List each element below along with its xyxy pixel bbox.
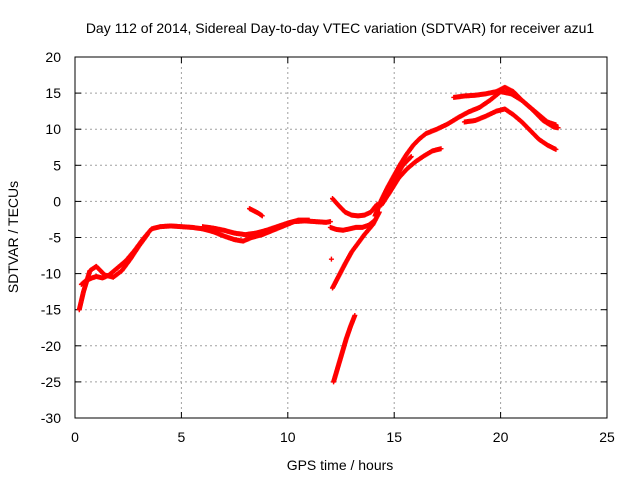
- y-tick-label: 15: [45, 85, 61, 101]
- series-upper-band: [451, 84, 559, 128]
- data-point: [144, 232, 150, 238]
- series-plateau-branch: [327, 217, 378, 233]
- data-point: [328, 256, 334, 262]
- x-tick-label: 10: [280, 429, 296, 445]
- y-tick-label: 20: [45, 49, 61, 65]
- y-tick-label: -15: [41, 302, 61, 318]
- series-early-band: [76, 232, 150, 313]
- x-tick-label: 20: [493, 429, 509, 445]
- data-point: [555, 125, 561, 131]
- x-axis-label: GPS time / hours: [287, 457, 394, 473]
- x-tick-label: 25: [599, 429, 615, 445]
- data-point: [352, 312, 358, 318]
- y-tick-label: -5: [49, 230, 62, 246]
- data-point: [553, 122, 559, 128]
- series-outlier: [328, 256, 334, 262]
- data-point: [306, 217, 312, 223]
- y-axis-label: SDTVAR / TECUs: [5, 181, 21, 293]
- y-tick-label: 10: [45, 121, 61, 137]
- y-tick-label: -20: [41, 338, 61, 354]
- data-points: [76, 84, 561, 385]
- data-point: [372, 217, 378, 223]
- data-point: [327, 219, 333, 225]
- x-tick-label: 15: [386, 429, 402, 445]
- x-tick-label: 0: [71, 429, 79, 445]
- data-point: [553, 146, 559, 152]
- y-tick-label: -25: [41, 374, 61, 390]
- data-point: [408, 154, 414, 160]
- y-axis-ticks: -30 -25 -20 -15 -10 -5 0 5 10 15 20: [41, 49, 607, 426]
- y-tick-label: 0: [53, 193, 61, 209]
- series-step-8h: [246, 206, 265, 219]
- data-point: [259, 213, 265, 219]
- y-tick-label: -10: [41, 266, 61, 282]
- series-mid-band: [200, 217, 312, 238]
- x-axis-ticks: 0 5 10 15 20 25: [71, 57, 615, 445]
- series-dip-branch: [329, 196, 380, 219]
- series-low-branch: [331, 312, 358, 385]
- data-point: [408, 154, 414, 160]
- chart-title: Day 112 of 2014, Sidereal Day-to-day VTE…: [86, 20, 595, 36]
- x-tick-label: 5: [178, 429, 186, 445]
- series-lower-band: [461, 106, 559, 152]
- y-tick-label: -30: [41, 410, 61, 426]
- plot-frame: [74, 56, 608, 419]
- series-climb-c: [383, 154, 414, 197]
- data-point: [438, 146, 444, 152]
- y-tick-label: 5: [53, 157, 61, 173]
